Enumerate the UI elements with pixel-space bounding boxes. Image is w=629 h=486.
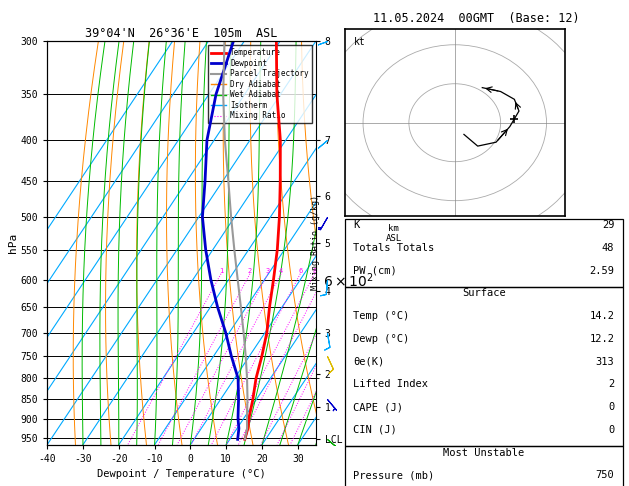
- Text: 6: 6: [298, 268, 303, 274]
- Text: Dewp (°C): Dewp (°C): [353, 334, 409, 344]
- Y-axis label: km
ASL: km ASL: [386, 224, 402, 243]
- Legend: Temperature, Dewpoint, Parcel Trajectory, Dry Adiabat, Wet Adiabat, Isotherm, Mi: Temperature, Dewpoint, Parcel Trajectory…: [208, 45, 312, 123]
- Text: θe(K): θe(K): [353, 357, 384, 366]
- Text: Totals Totals: Totals Totals: [353, 243, 434, 253]
- Text: kt: kt: [354, 37, 365, 47]
- Text: 48: 48: [602, 243, 615, 253]
- Text: 29: 29: [602, 220, 615, 230]
- Text: Lifted Index: Lifted Index: [353, 379, 428, 389]
- Text: 313: 313: [596, 357, 615, 366]
- Text: 11.05.2024  00GMT  (Base: 12): 11.05.2024 00GMT (Base: 12): [373, 12, 579, 25]
- Bar: [345, 287, 623, 446]
- Text: CAPE (J): CAPE (J): [353, 402, 403, 412]
- Title: 39°04'N  26°36'E  105m  ASL: 39°04'N 26°36'E 105m ASL: [86, 27, 277, 40]
- Text: PW (cm): PW (cm): [353, 265, 397, 276]
- Text: Surface: Surface: [462, 288, 506, 298]
- Text: 1: 1: [219, 268, 223, 274]
- Text: 8: 8: [312, 268, 316, 274]
- Text: 2: 2: [608, 379, 615, 389]
- Text: 2.59: 2.59: [589, 265, 615, 276]
- Text: Most Unstable: Most Unstable: [443, 448, 525, 457]
- Text: 750: 750: [596, 470, 615, 480]
- Text: K: K: [353, 220, 359, 230]
- X-axis label: Dewpoint / Temperature (°C): Dewpoint / Temperature (°C): [97, 469, 266, 479]
- Text: Pressure (mb): Pressure (mb): [353, 470, 434, 480]
- Y-axis label: hPa: hPa: [8, 233, 18, 253]
- Bar: [345, 219, 623, 287]
- Text: 3: 3: [265, 268, 270, 274]
- Text: 0: 0: [608, 402, 615, 412]
- Text: 12.2: 12.2: [589, 334, 615, 344]
- Text: Temp (°C): Temp (°C): [353, 311, 409, 321]
- Text: CIN (J): CIN (J): [353, 425, 397, 435]
- Text: 4: 4: [279, 268, 283, 274]
- Text: 2: 2: [248, 268, 252, 274]
- Text: Mixing Ratio (g/kg): Mixing Ratio (g/kg): [311, 195, 320, 291]
- Text: 0: 0: [608, 425, 615, 435]
- Text: 14.2: 14.2: [589, 311, 615, 321]
- Bar: [345, 446, 623, 486]
